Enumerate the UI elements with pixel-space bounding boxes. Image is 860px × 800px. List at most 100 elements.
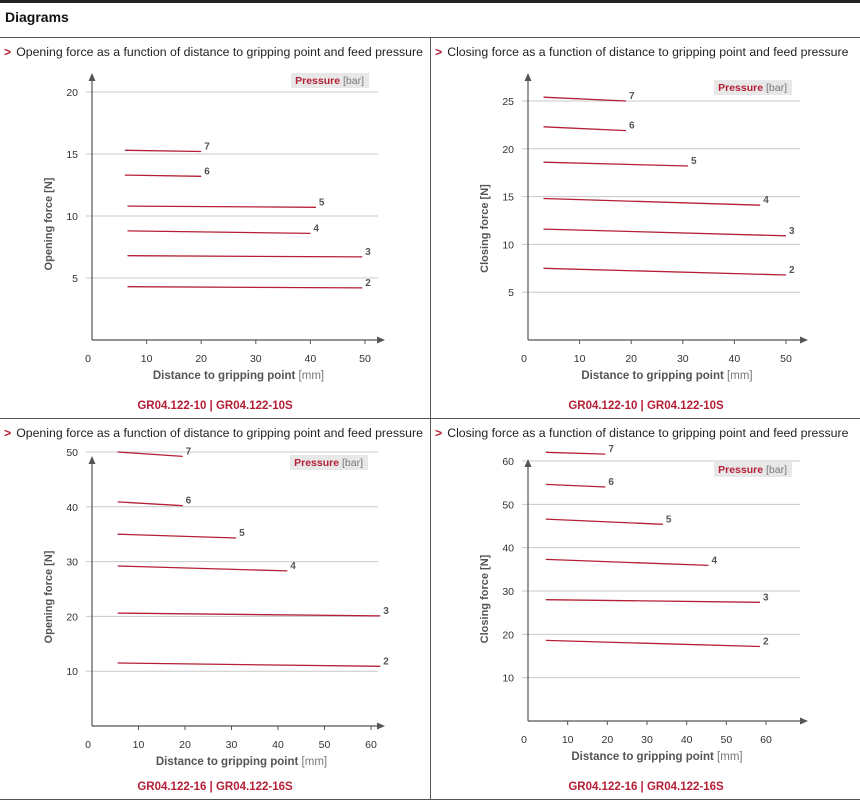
- series-line-6: [543, 126, 627, 132]
- panel-title-text: Opening force as a function of distance …: [16, 45, 423, 59]
- x-tick-label: 60: [365, 739, 377, 751]
- series-line-7: [543, 96, 627, 102]
- legend-text: Pressure [bar]: [718, 82, 787, 94]
- x-tick-label: 10: [562, 734, 574, 746]
- x-tick-label: 30: [641, 734, 653, 746]
- x-axis-label: Distance to gripping point [mm]: [571, 751, 742, 763]
- series-label-7: 7: [629, 91, 635, 102]
- x-tick-label: 20: [195, 353, 207, 365]
- y-tick-label: 5: [72, 273, 78, 285]
- x-tick-label: 10: [141, 353, 153, 365]
- model-label: GR04.122-16 | GR04.122-16S: [568, 781, 724, 793]
- series-line-6: [124, 174, 202, 177]
- x-tick-label: 20: [625, 353, 637, 365]
- series-line-4: [545, 558, 709, 567]
- legend-box: [291, 73, 369, 88]
- y-axis-arrow: [88, 73, 96, 81]
- x-axis-arrow: [800, 717, 808, 725]
- series-line-3: [545, 599, 761, 603]
- legend: Pressure [bar]: [291, 73, 369, 88]
- y-tick-label: 20: [502, 629, 514, 641]
- series-label-7: 7: [608, 444, 614, 455]
- y-tick-label: 15: [502, 192, 514, 204]
- series-line-2: [117, 662, 381, 667]
- series-label-3: 3: [365, 247, 371, 258]
- panel-title-text: Closing force as a function of distance …: [447, 426, 849, 440]
- x-tick-label: 50: [720, 734, 732, 746]
- model-label: GR04.122-10 | GR04.122-10S: [137, 400, 293, 412]
- legend-box: [714, 462, 792, 477]
- y-tick-label: 10: [502, 673, 514, 685]
- chevron-right-icon: >: [4, 426, 12, 440]
- series-line-6: [117, 501, 183, 507]
- y-tick-label: 40: [502, 543, 514, 555]
- panel-title: > Opening force as a function of distance…: [4, 45, 423, 59]
- series-label-2: 2: [383, 656, 389, 667]
- series-label-6: 6: [186, 496, 192, 507]
- x-axis-label: Distance to gripping point [mm]: [156, 756, 327, 768]
- series-line-2: [545, 639, 761, 648]
- panel-title-text: Closing force as a function of distance …: [447, 45, 849, 59]
- y-axis-arrow: [524, 73, 532, 81]
- y-axis-label: Opening force [N]: [43, 550, 55, 643]
- x-tick-label: 40: [272, 739, 284, 751]
- series-line-7: [117, 451, 183, 458]
- chart-svg: 10 20 30 40 50 0 10 20 30 40 50 60 Opening force [N]…: [43, 446, 389, 768]
- chart-panel-opening-force-10: > Opening force as a function of distance…: [0, 38, 430, 419]
- x-tick-label: 40: [305, 353, 317, 365]
- panel-title-text: Opening force as a function of distance …: [16, 426, 423, 440]
- chevron-right-icon: >: [435, 426, 443, 440]
- y-tick-label: 30: [502, 586, 514, 598]
- x-tick-label: 40: [681, 734, 693, 746]
- y-tick-label: 40: [66, 502, 78, 514]
- legend: Pressure [bar]: [290, 455, 368, 470]
- y-tick-label: 50: [502, 499, 514, 511]
- model-label: GR04.122-10 | GR04.122-10S: [568, 400, 724, 412]
- y-tick-label: 15: [66, 149, 78, 161]
- x-tick-label: 0: [85, 353, 91, 365]
- x-tick-label: 0: [521, 353, 527, 365]
- series-line-6: [545, 483, 606, 488]
- y-tick-label: 50: [66, 447, 78, 459]
- legend-text: Pressure [bar]: [295, 75, 364, 87]
- x-tick-label: 40: [729, 353, 741, 365]
- chevron-right-icon: >: [435, 45, 443, 59]
- series-label-7: 7: [204, 142, 210, 153]
- series-line-3: [117, 612, 381, 617]
- legend-text: Pressure [bar]: [294, 457, 363, 469]
- series-label-4: 4: [763, 195, 769, 206]
- series-label-2: 2: [789, 265, 795, 276]
- section-title: Diagrams: [5, 9, 69, 25]
- x-tick-label: 30: [226, 739, 238, 751]
- legend-box: [290, 455, 368, 470]
- chevron-right-icon: >: [4, 45, 12, 59]
- model-label: GR04.122-16 | GR04.122-16S: [137, 781, 293, 793]
- x-axis-arrow: [800, 336, 808, 344]
- series-label-3: 3: [789, 226, 795, 237]
- legend: Pressure [bar]: [714, 462, 792, 477]
- y-tick-label: 5: [508, 287, 514, 299]
- panel-title: > Closing force as a function of distance…: [435, 426, 848, 440]
- series-line-5: [127, 205, 316, 208]
- y-axis-label: Opening force [N]: [43, 177, 55, 270]
- y-tick-label: 10: [502, 239, 514, 251]
- panel-title: > Opening force as a function of distance…: [4, 426, 423, 440]
- series-line-5: [543, 161, 689, 167]
- legend-box: [714, 80, 792, 95]
- series-line-3: [543, 228, 787, 237]
- y-tick-label: 10: [66, 666, 78, 678]
- series-label-2: 2: [763, 636, 769, 647]
- y-axis-arrow: [524, 459, 532, 467]
- series-line-2: [127, 286, 363, 289]
- series-label-6: 6: [204, 166, 210, 177]
- series-label-5: 5: [691, 156, 697, 167]
- series-line-5: [545, 518, 663, 525]
- series-line-4: [117, 565, 288, 572]
- x-tick-label: 30: [677, 353, 689, 365]
- series-line-2: [543, 267, 787, 276]
- chart-panel-opening-force-16: > Opening force as a function of distance…: [0, 419, 430, 800]
- y-tick-label: 25: [502, 96, 514, 108]
- x-tick-label: 60: [760, 734, 772, 746]
- x-tick-label: 20: [601, 734, 613, 746]
